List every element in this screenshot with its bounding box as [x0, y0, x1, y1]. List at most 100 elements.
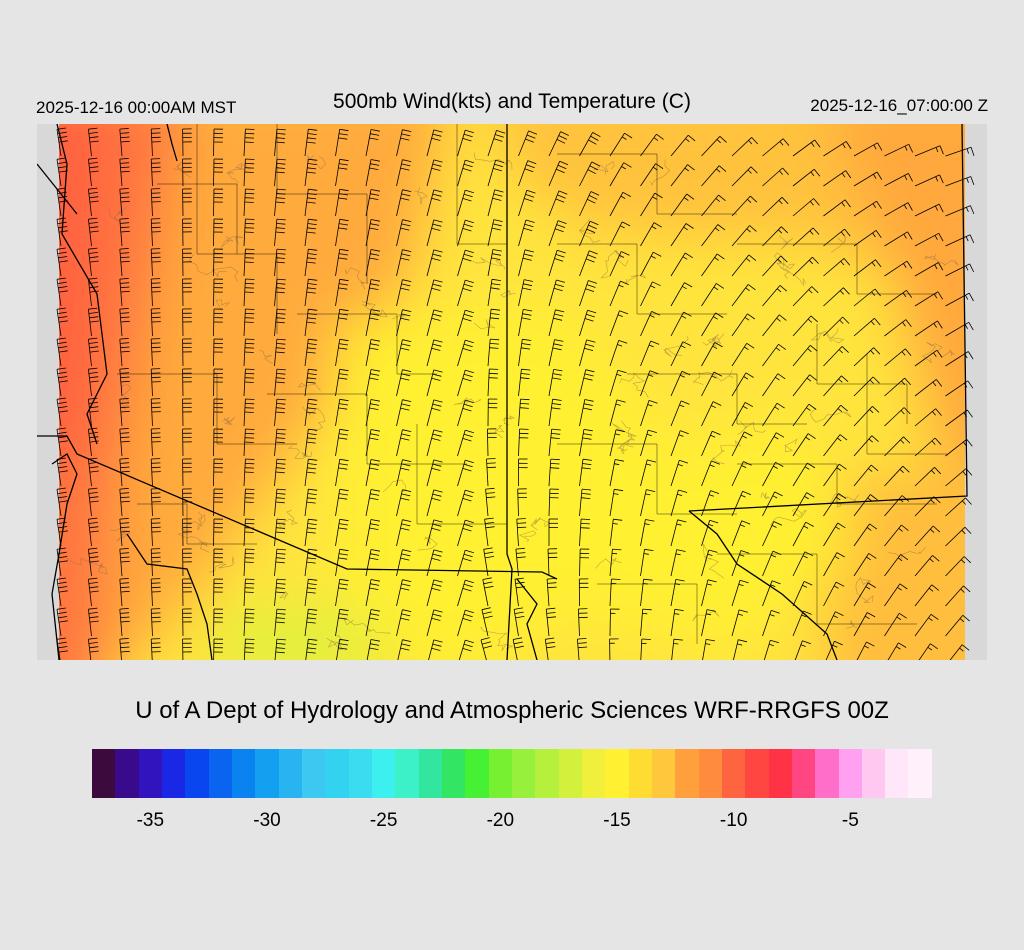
wind-barb: [792, 374, 817, 397]
wind-barb: [182, 368, 192, 397]
state-line: [516, 578, 538, 660]
wind-barb: [335, 488, 349, 517]
wind-barb: [518, 189, 536, 217]
terrain-contour: [922, 341, 955, 364]
wind-barb: [579, 458, 592, 487]
wind-barb: [823, 522, 846, 547]
wind-barb: [762, 255, 788, 277]
wind-barb: [945, 176, 975, 187]
wind-barb: [762, 285, 788, 307]
wind-barb: [853, 317, 881, 337]
wind-barb: [182, 278, 192, 307]
wind-barb: [396, 519, 412, 547]
wind-barb: [88, 547, 99, 577]
wind-barb: [426, 399, 443, 427]
wind-barb: [548, 428, 561, 457]
wind-barb: [119, 548, 130, 577]
wind-barb: [457, 189, 474, 217]
wind-barb: [150, 608, 161, 637]
terrain-contour: [692, 609, 720, 622]
wind-barb: [914, 145, 944, 157]
state-line: [56, 124, 108, 445]
wind-barb: [884, 319, 912, 337]
wind-barb: [609, 638, 619, 660]
wind-barb: [670, 193, 695, 217]
legend-tick-label: -35: [136, 810, 165, 831]
terrain-contour: [779, 235, 794, 251]
legend-tick-label: -30: [253, 810, 281, 831]
wind-barbs: [56, 127, 975, 660]
wind-barb: [823, 434, 848, 457]
wind-barb: [243, 428, 255, 457]
wind-barb: [335, 338, 349, 367]
terrain-contour: [226, 162, 251, 184]
wind-barb: [182, 638, 192, 660]
wind-barb: [853, 200, 882, 217]
wind-barb: [701, 579, 717, 607]
wind-barb: [884, 612, 907, 637]
wind-barb: [274, 548, 286, 577]
wind-barb: [609, 429, 625, 457]
wind-barb: [119, 248, 130, 277]
wind-barb: [56, 397, 68, 427]
legend-swatch: [138, 749, 162, 798]
wind-barb: [487, 159, 505, 187]
valid-time-utc: 2025-12-16_07:00:00 Z: [810, 96, 988, 115]
state-line: [166, 124, 178, 162]
wind-barb: [457, 249, 474, 277]
wind-barb: [914, 203, 944, 217]
wind-barb: [731, 225, 757, 247]
wind-barb: [702, 639, 715, 660]
county-boundaries: [117, 124, 947, 644]
wind-barb: [578, 608, 588, 637]
wind-barb: [670, 430, 689, 457]
wind-barb: [640, 519, 655, 547]
wind-barb: [518, 458, 528, 487]
wind-barb: [213, 158, 224, 187]
wind-barb: [365, 129, 380, 157]
wind-barb: [304, 158, 318, 187]
wind-barb: [513, 607, 525, 637]
terrain-contour: [779, 267, 807, 287]
wind-barb: [548, 190, 568, 217]
terrain-contour: [209, 556, 235, 573]
wind-barb: [150, 398, 161, 427]
wind-barb: [733, 639, 748, 660]
wind-barb: [426, 309, 443, 337]
county-line: [117, 373, 297, 445]
county-line: [737, 463, 937, 505]
wind-barb: [516, 518, 527, 547]
wind-barb: [763, 639, 780, 660]
wind-barb: [335, 158, 349, 187]
wind-barb: [670, 164, 695, 187]
wind-barb: [457, 489, 474, 517]
wind-barb: [609, 548, 622, 577]
wind-barb: [213, 578, 224, 607]
wind-barb: [88, 247, 99, 277]
wind-barb: [365, 489, 380, 517]
wind-barb: [609, 310, 629, 337]
wind-barb: [640, 311, 660, 337]
wind-barb: [884, 173, 913, 187]
wind-barb: [336, 638, 349, 660]
wind-barb: [548, 249, 566, 277]
county-line: [816, 324, 908, 424]
legend-swatch: [418, 749, 442, 798]
wind-barb: [150, 158, 161, 187]
terrain-contour: [494, 424, 505, 439]
wind-barb: [518, 309, 533, 337]
legend-swatch: [698, 749, 722, 798]
wind-barb: [914, 437, 942, 457]
terrain-contour: [502, 415, 515, 425]
wind-barb: [56, 487, 68, 517]
wind-barb: [701, 430, 721, 457]
wind-barb: [609, 162, 632, 187]
county-line: [137, 503, 257, 545]
wind-barb: [609, 399, 626, 427]
wind-barb: [884, 260, 913, 277]
wind-barb: [640, 400, 658, 427]
wind-barb: [914, 584, 940, 607]
wind-barb: [243, 458, 255, 487]
wind-barb: [701, 224, 726, 247]
terrain-contour: [259, 350, 274, 365]
